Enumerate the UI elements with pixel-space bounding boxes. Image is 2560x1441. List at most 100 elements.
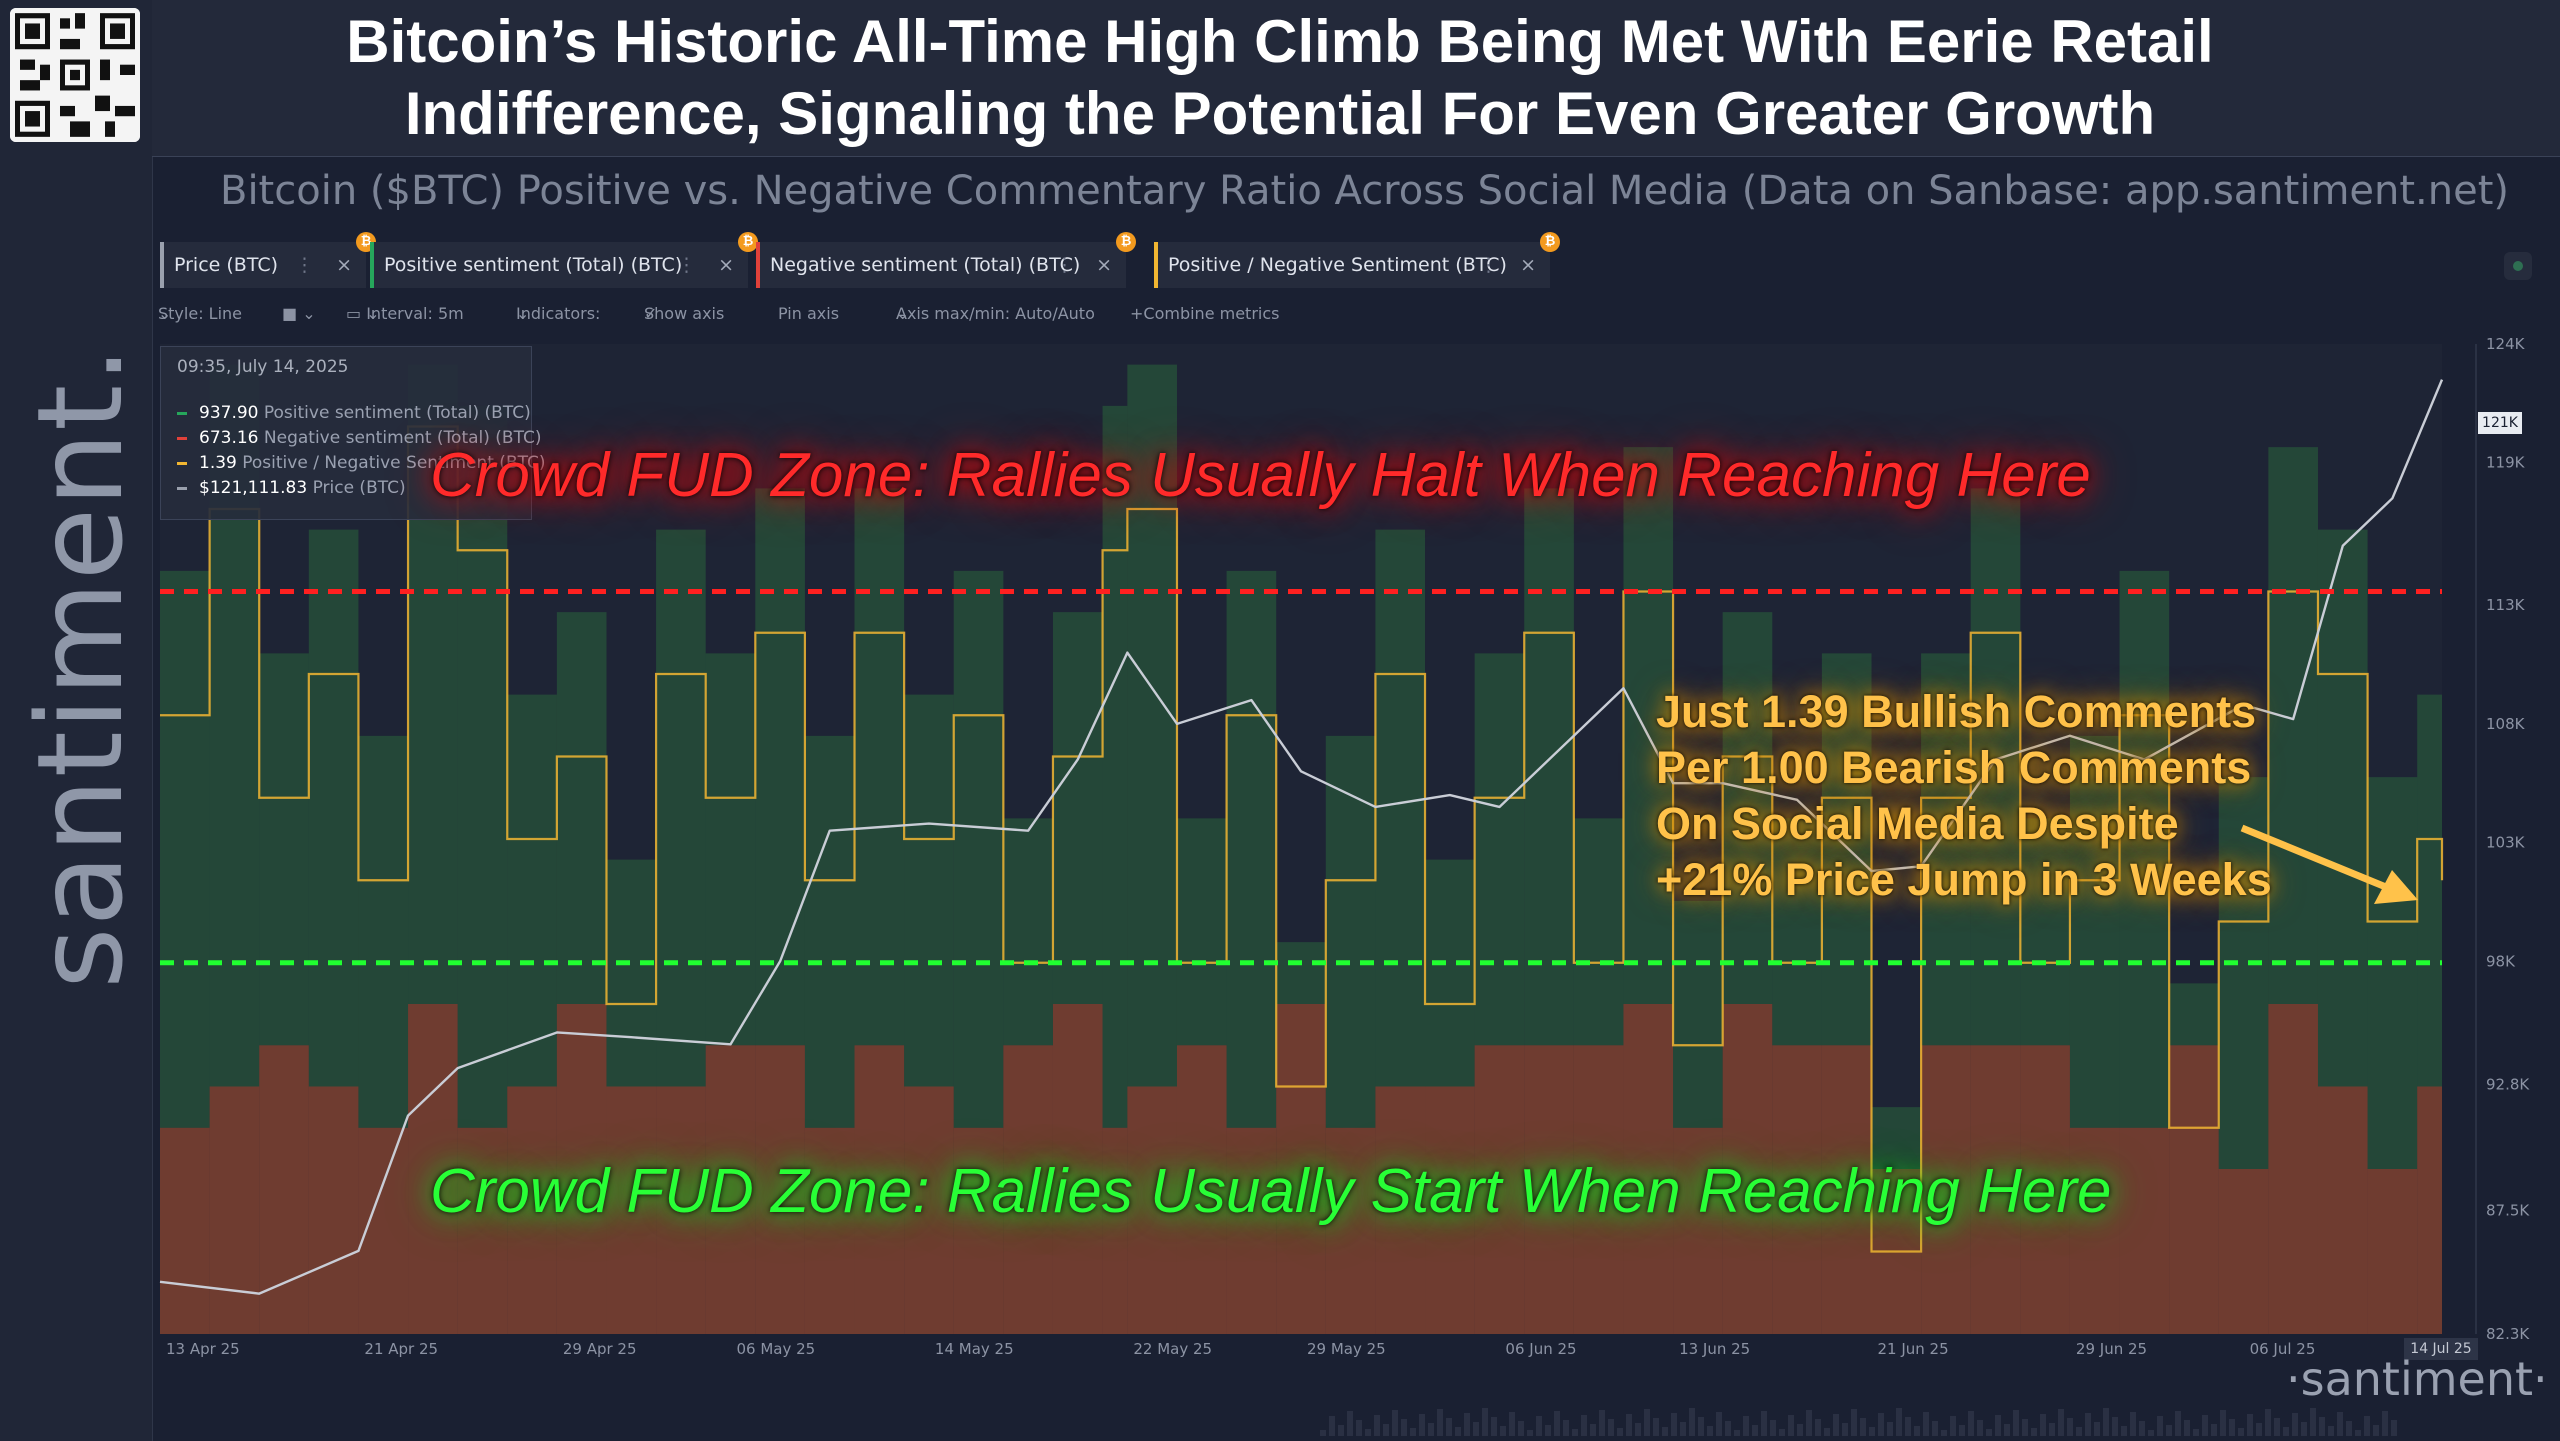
pin-axis-toggle[interactable]: Pin axis <box>778 304 840 323</box>
volume-bar <box>1644 1409 1650 1436</box>
callout-line-2: Per 1.00 Bearish Comments <box>1656 742 2252 793</box>
close-icon[interactable]: × <box>1096 254 1112 276</box>
style-select[interactable]: Style: Line ⌄ <box>158 304 243 323</box>
positive-sentiment-bar <box>2268 447 2318 1004</box>
close-icon[interactable]: × <box>1520 254 1536 276</box>
positive-sentiment-bar <box>1052 612 1103 1004</box>
indicators-select[interactable]: Indicators: ⌄ <box>516 304 601 323</box>
more-icon[interactable]: ⋮ <box>1055 254 1074 276</box>
positive-sentiment-bar <box>1722 612 1773 1004</box>
tooltip-value: 937.90 <box>199 403 259 423</box>
price-tick-label: 92.8K <box>2486 1076 2530 1094</box>
more-icon[interactable]: ⋮ <box>677 254 696 276</box>
volume-bar <box>1941 1430 1947 1436</box>
callout-line-4: +21% Price Jump in 3 Weeks <box>1656 854 2272 905</box>
positive-sentiment-bar <box>1871 1107 1922 1169</box>
style-label: Style: Line <box>158 304 243 323</box>
volume-bar <box>1734 1430 1740 1436</box>
more-icon[interactable]: ⋮ <box>1479 254 1498 276</box>
tooltip-row-negative: 673.16 Negative sentiment (Total) (BTC) <box>177 428 542 448</box>
positive-sentiment-bar <box>1673 900 1723 1128</box>
volume-bar <box>1986 1429 1992 1436</box>
close-icon[interactable]: × <box>336 254 352 276</box>
volume-bar <box>2220 1410 2226 1436</box>
chart-subtitle: Bitcoin ($BTC) Positive vs. Negative Com… <box>220 168 2510 214</box>
positive-sentiment-bar <box>1921 653 1971 1046</box>
volume-bar <box>2301 1422 2307 1436</box>
negative-sentiment-bar <box>308 1086 359 1334</box>
tab-label: Negative sentiment (Total) (BTC) <box>770 254 1081 276</box>
page-title: Bitcoin’s Historic All-Time High Climb B… <box>200 6 2360 150</box>
tab-positive-sentiment[interactable]: Positive sentiment (Total) (BTC) ⋮ × ₿ <box>370 232 758 288</box>
negative-sentiment-bar <box>656 1086 706 1334</box>
combine-metrics-button[interactable]: + Combine metrics <box>1130 304 1280 323</box>
current-price-badge: 121K <box>2478 412 2522 434</box>
volume-bar <box>1689 1408 1695 1436</box>
volume-bar <box>2076 1427 2082 1436</box>
interval-select[interactable]: ▭ Interval: 5m ⌄ <box>346 304 464 323</box>
volume-bar <box>2112 1417 2118 1436</box>
show-axis-toggle[interactable]: Show axis ✓ <box>644 304 725 323</box>
tooltip-row-ratio: 1.39 Positive / Negative Sentiment (BTC) <box>177 453 546 473</box>
volume-bar <box>1725 1421 1731 1436</box>
negative-sentiment-bar <box>1573 1045 1624 1334</box>
positive-sentiment-bar <box>556 612 607 1004</box>
axis-minmax-select[interactable]: Axis max/min: Auto/Auto ⌄ <box>896 304 1095 323</box>
volume-bar <box>1635 1423 1641 1436</box>
negative-sentiment-bar <box>160 1127 210 1334</box>
volume-bar <box>2274 1418 2280 1436</box>
volume-bar <box>2139 1421 2145 1436</box>
volume-bar <box>2022 1419 2028 1436</box>
tooltip-timestamp: 09:35, July 14, 2025 <box>177 357 349 377</box>
volume-bar <box>2364 1416 2370 1436</box>
negative-sentiment-bar <box>1772 1045 1822 1334</box>
positive-sentiment-bar <box>259 653 309 1046</box>
volume-bar <box>1500 1426 1506 1436</box>
color-select[interactable]: ■ ⌄ <box>282 304 316 323</box>
tab-ratio-sentiment[interactable]: Positive / Negative Sentiment (BTC) ⋮ × … <box>1154 232 1560 288</box>
volume-bar <box>2121 1426 2127 1436</box>
qr-code-icon <box>10 8 140 142</box>
positive-sentiment-bar <box>1623 447 1674 1004</box>
volume-bar <box>2004 1424 2010 1436</box>
negative-sentiment-bar <box>2020 1045 2070 1334</box>
positive-sentiment-bar <box>804 735 855 1128</box>
tooltip-label: Price (BTC) <box>312 478 406 498</box>
title-band <box>152 0 2560 157</box>
price-tick-label: 108K <box>2486 715 2526 733</box>
tab-negative-sentiment[interactable]: Negative sentiment (Total) (BTC) ⋮ × ₿ <box>756 232 1136 288</box>
negative-sentiment-bar <box>1102 1127 1128 1334</box>
tab-price[interactable]: Price (BTC) ⋮ × ₿ <box>160 232 376 288</box>
ratio-callout: Just 1.39 Bullish Comments Per 1.00 Bear… <box>1656 684 2356 908</box>
negative-sentiment-bar <box>259 1045 309 1334</box>
volume-bar <box>1815 1419 1821 1436</box>
volume-bar <box>1653 1418 1659 1436</box>
positive-sentiment-bar <box>705 653 756 1046</box>
title-line-1: Bitcoin’s Historic All-Time High Climb B… <box>346 8 2214 75</box>
volume-bar <box>1680 1422 1686 1436</box>
close-icon[interactable]: × <box>718 254 734 276</box>
positive-sentiment-bar <box>2417 694 2442 1087</box>
negative-sentiment-bar <box>705 1045 756 1334</box>
volume-bar <box>1572 1429 1578 1436</box>
volume-bar <box>1410 1428 1416 1436</box>
more-icon[interactable]: ⋮ <box>295 254 314 276</box>
volume-bar <box>2103 1408 2109 1436</box>
negative-sentiment-bar <box>755 1045 805 1334</box>
x-tick-label: 13 Apr 25 <box>166 1340 240 1358</box>
volume-bar <box>2346 1421 2352 1436</box>
volume-bar <box>1365 1429 1371 1436</box>
positive-sentiment-bar <box>606 859 657 1087</box>
volume-bar <box>1545 1425 1551 1436</box>
volume-bar <box>2283 1427 2289 1436</box>
negative-sentiment-bar <box>1003 1045 1053 1334</box>
volume-bar <box>2292 1413 2298 1436</box>
positive-sentiment-bar <box>1226 570 1277 1128</box>
volume-bar <box>1824 1428 1830 1436</box>
positive-sentiment-bar <box>1425 859 1475 1087</box>
price-tick-label: 119K <box>2486 454 2526 472</box>
positive-sentiment-bar <box>1474 653 1525 1046</box>
x-tick-label: 13 Jun 25 <box>1679 1340 1750 1358</box>
status-dot-icon[interactable] <box>2504 252 2532 280</box>
